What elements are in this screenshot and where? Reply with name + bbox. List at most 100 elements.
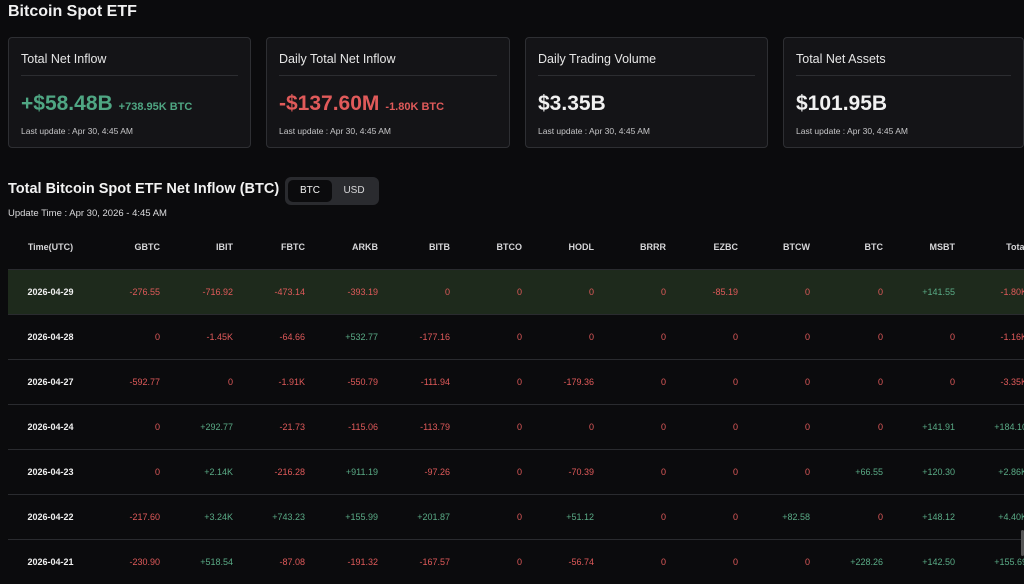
card-value: +$58.48B +738.95K BTC	[21, 92, 192, 116]
flow-cell: +228.26	[815, 538, 888, 584]
currency-toggle: BTC USD	[285, 177, 379, 205]
flow-cell: +142.50	[888, 538, 960, 584]
card-divider	[21, 75, 238, 76]
flow-cell: -217.60	[93, 493, 165, 539]
flow-cell: -3.35K	[960, 358, 1024, 404]
toggle-usd-button[interactable]: USD	[343, 185, 365, 196]
table-row: 2026-04-27 -592.77 0 -1.91K -550.79 -111.94 0-…	[8, 358, 1024, 404]
flow-cell: 0	[93, 313, 165, 359]
flow-cell: +743.23	[238, 493, 310, 539]
toggle-btc-button[interactable]: BTC	[288, 180, 332, 202]
column-header-ibit: IBIT	[216, 241, 233, 252]
flow-cell: -473.14	[238, 268, 310, 314]
scrollbar-thumb[interactable]	[1021, 530, 1024, 556]
flow-cell: 0	[527, 403, 599, 449]
card-value: $101.95B	[796, 92, 887, 116]
table-row: 2026-04-24 0 +292.77 -21.73 -115.06 -113.79 0 0…	[8, 403, 1024, 449]
flow-cell: -113.79	[383, 403, 455, 449]
flow-cell: 0	[455, 493, 527, 539]
card-last-update: Last update : Apr 30, 4:45 AM	[796, 126, 908, 136]
page-title: Bitcoin Spot ETF	[8, 3, 137, 20]
flow-cell: -167.57	[383, 538, 455, 584]
flow-cell: 0	[455, 403, 527, 449]
flow-cell: -276.55	[93, 268, 165, 314]
flow-cell: -21.73	[238, 403, 310, 449]
column-header-brrr: BRRR	[640, 241, 666, 252]
flow-cell: -177.16	[383, 313, 455, 359]
flow-cell: 0	[671, 448, 743, 494]
column-header-total: Total	[1006, 241, 1024, 252]
flow-cell: 0	[743, 403, 815, 449]
table-body: 2026-04-29 -276.55 -716.92 -473.14 -393.19 0 0…	[8, 268, 1024, 584]
flow-cell: 0	[671, 538, 743, 584]
flow-cell: +518.54	[165, 538, 238, 584]
flow-cell: 0	[743, 358, 815, 404]
flow-cell: +148.12	[888, 493, 960, 539]
column-header-btcw: BTCW	[783, 241, 810, 252]
flow-cell: +120.30	[888, 448, 960, 494]
flow-cell: +141.55	[888, 268, 960, 314]
flow-cell: -230.90	[93, 538, 165, 584]
column-header-btco: BTCO	[496, 241, 523, 252]
flow-cell: -70.39	[527, 448, 599, 494]
flow-cell: 0	[599, 448, 671, 494]
card-last-update: Last update : Apr 30, 4:45 AM	[21, 126, 133, 136]
flow-cell: 0	[599, 313, 671, 359]
section-title: Total Bitcoin Spot ETF Net Inflow (BTC)	[8, 181, 280, 197]
flow-cell: 0	[599, 493, 671, 539]
card-divider	[796, 75, 1011, 76]
flow-cell: -1.16K	[960, 313, 1024, 359]
flow-cell: -1.80K	[960, 268, 1024, 314]
flow-cell: +82.58	[743, 493, 815, 539]
table-row: 2026-04-28 0 -1.45K -64.66 +532.77 -177.16 0 0 0…	[8, 313, 1024, 359]
card-value-text: -$137.60M	[279, 92, 380, 115]
date-cell: 2026-04-28	[8, 313, 93, 359]
flow-cell: -216.28	[238, 448, 310, 494]
flow-cell: -191.32	[310, 538, 383, 584]
column-header-btc: BTC	[864, 241, 884, 252]
flow-cell: -87.08	[238, 538, 310, 584]
card-total-net-inflow: Total Net Inflow +$58.48B +738.95K BTC La…	[8, 37, 251, 148]
table-row: 2026-04-21 -230.90 +518.54 -87.08 -191.32 -16…	[8, 538, 1024, 584]
column-header-fbtc: FBTC	[281, 241, 305, 252]
flow-cell: 0	[527, 313, 599, 359]
flow-cell: -56.74	[527, 538, 599, 584]
flow-cell: -393.19	[310, 268, 383, 314]
card-title: Daily Total Net Inflow	[279, 52, 396, 66]
flow-cell: 0	[599, 358, 671, 404]
flow-cell: +184.10	[960, 403, 1024, 449]
flow-cell: 0	[455, 538, 527, 584]
table-header-row: Time(UTC) GBTC IBIT FBTC ARKB BITB BTCO HODL BRR…	[8, 225, 1024, 269]
flow-cell: +201.87	[383, 493, 455, 539]
date-cell: 2026-04-27	[8, 358, 93, 404]
card-divider	[538, 75, 755, 76]
flow-cell: 0	[455, 268, 527, 314]
flow-cell: 0	[671, 403, 743, 449]
flow-cell: 0	[815, 493, 888, 539]
card-divider	[279, 75, 497, 76]
flow-cell: 0	[527, 268, 599, 314]
flow-cell: 0	[888, 358, 960, 404]
card-sub-value: +738.95K BTC	[118, 101, 193, 113]
date-cell: 2026-04-29	[8, 268, 93, 314]
column-header-arkb: ARKB	[352, 241, 378, 252]
flow-cell: +3.24K	[165, 493, 238, 539]
flow-cell: -1.45K	[165, 313, 238, 359]
card-value-text: +$58.48B	[21, 92, 113, 115]
etf-flow-table: Time(UTC) GBTC IBIT FBTC ARKB BITB BTCO HODL BRR…	[8, 225, 1024, 584]
flow-cell: 0	[165, 358, 238, 404]
flow-cell: 0	[815, 268, 888, 314]
date-cell: 2026-04-24	[8, 403, 93, 449]
column-header-gbtc: GBTC	[134, 241, 161, 252]
card-daily-trading-volume: Daily Trading Volume $3.35B Last update …	[525, 37, 768, 148]
flow-cell: -111.94	[383, 358, 455, 404]
flow-cell: +155.99	[310, 493, 383, 539]
flow-cell: 0	[815, 313, 888, 359]
flow-cell: -85.19	[671, 268, 743, 314]
column-header-ezbc: EZBC	[713, 241, 739, 252]
card-last-update: Last update : Apr 30, 4:45 AM	[279, 126, 391, 136]
flow-cell: -716.92	[165, 268, 238, 314]
flow-cell: 0	[743, 268, 815, 314]
flow-cell: 0	[383, 268, 455, 314]
card-daily-total-net-inflow: Daily Total Net Inflow -$137.60M -1.80K B…	[266, 37, 510, 148]
